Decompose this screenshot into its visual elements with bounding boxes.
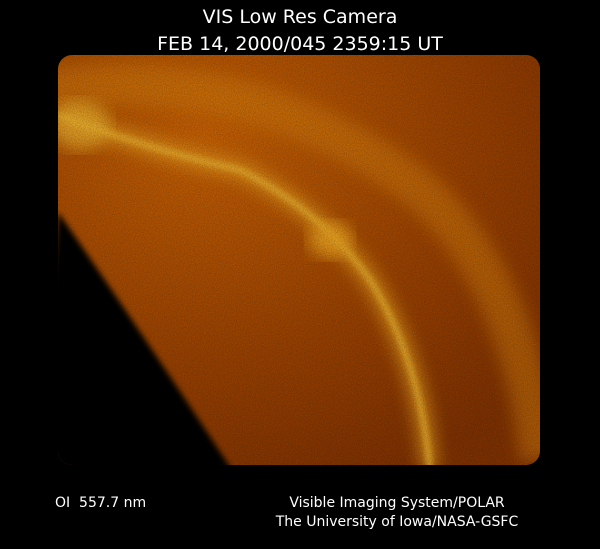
title: VIS Low Res Camera (203, 6, 398, 28)
credit-line: The University of Iowa/NASA-GSFC (275, 514, 519, 530)
timestamp: FEB 14, 2000/045 2359:15 UT (157, 33, 443, 55)
credit-line: Visible Imaging System/POLAR (289, 495, 505, 511)
camera-image (58, 55, 540, 465)
filter-label: OI 557.7 nm (55, 495, 146, 511)
